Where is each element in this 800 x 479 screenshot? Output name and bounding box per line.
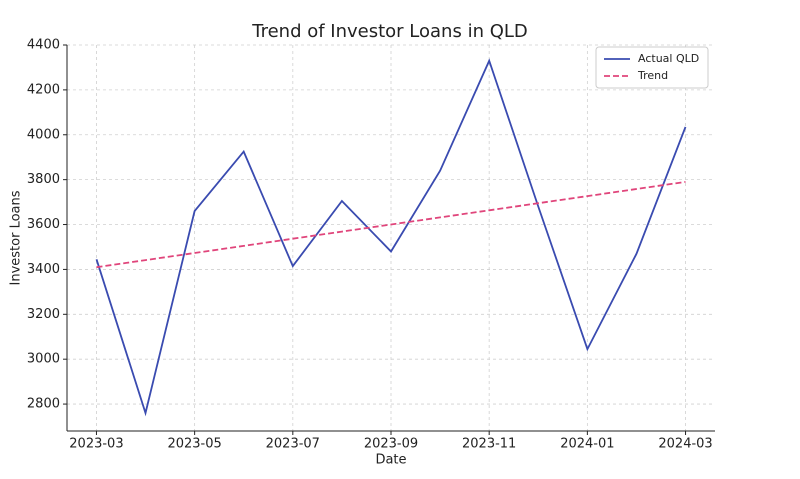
x-tick-label: 2023-07 bbox=[266, 437, 320, 452]
y-tick-label: 3800 bbox=[27, 172, 60, 187]
y-tick-label: 3400 bbox=[27, 262, 60, 277]
y-tick-label: 4000 bbox=[27, 127, 60, 142]
legend-box bbox=[595, 46, 709, 89]
y-tick-label: 3600 bbox=[27, 217, 60, 232]
legend-label: Trend bbox=[637, 69, 668, 82]
x-tick-label: 2023-11 bbox=[462, 437, 516, 452]
x-axis-label: Date bbox=[375, 453, 406, 468]
x-tick-label: 2023-09 bbox=[364, 437, 418, 452]
y-tick-label: 3000 bbox=[27, 352, 60, 367]
y-tick-label: 4200 bbox=[27, 82, 60, 97]
x-tick-label: 2024-03 bbox=[658, 437, 712, 452]
y-tick-label: 3200 bbox=[27, 307, 60, 322]
y-axis-label: Investor Loans bbox=[9, 190, 24, 285]
x-tick-label: 2023-03 bbox=[69, 437, 123, 452]
y-tick-label: 2800 bbox=[27, 397, 60, 412]
x-tick-label: 2024-01 bbox=[560, 437, 614, 452]
data-line bbox=[96, 181, 686, 269]
y-tick-label: 4400 bbox=[27, 38, 60, 53]
legend-label: Actual QLD bbox=[638, 52, 699, 65]
data-line bbox=[95, 58, 687, 417]
legend: Actual QLD Trend bbox=[595, 46, 709, 89]
x-tick-label: 2023-05 bbox=[167, 437, 221, 452]
chart-title: Trend of Investor Loans in QLD bbox=[251, 21, 528, 42]
